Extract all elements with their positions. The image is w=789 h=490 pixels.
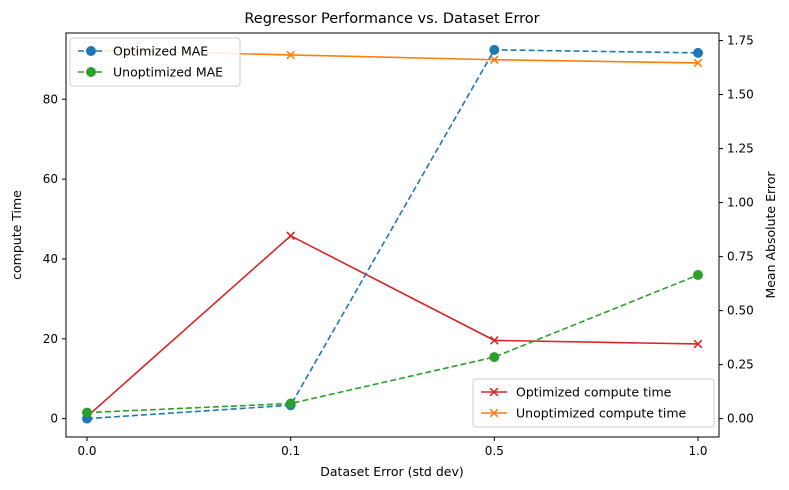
plot-lines [82,44,703,424]
legend-marker [489,387,499,397]
legend-box [472,378,715,428]
x-tick-label: 0.1 [281,444,300,458]
data-point [693,269,703,280]
legend-label: Optimized MAE [113,44,208,59]
legend-item-optimized-mae: Optimized MAE [78,44,208,59]
plot-frame [65,32,720,438]
data-point [693,339,703,349]
legend-upper-left: Optimized MAE Unoptimized MAE [69,37,241,87]
y-right-ticks: 0.00 0.25 0.50 0.75 1.00 1.25 1.50 1.75 [719,34,754,426]
data-point [82,407,92,418]
y-left-tick-label: 40 [43,252,58,266]
data-point [489,44,500,55]
data-point [489,336,499,345]
legend-item-unoptimized-mae: Unoptimized MAE [78,65,223,80]
series-line [86,274,699,414]
legend-box [69,37,241,87]
x-tick-label: 0.0 [77,444,96,458]
y-left-ticks: 0 20 40 60 80 [43,92,66,426]
x-ticks: 0.0 0.1 0.5 1.0 [77,437,708,458]
data-point [489,55,499,65]
legend-marker [86,67,96,77]
y-right-tick-label: 1.75 [727,34,754,48]
y-left-tick-label: 60 [43,172,58,186]
y-right-tick-label: 0.75 [727,250,754,264]
y-right-tick-label: 0.00 [727,412,754,426]
y-right-tick-label: 0.50 [727,304,754,318]
data-point [285,398,296,409]
legend-label: Unoptimized MAE [113,65,223,80]
series-unoptimized-mae [82,269,703,418]
series-line [86,234,699,418]
x-axis-label: Dataset Error (std dev) [320,464,463,479]
legend-label: Unoptimized compute time [516,406,687,421]
legend-item-unoptimized-compute-time: Unoptimized compute time [481,406,687,421]
chart-title: Regressor Performance vs. Dataset Error [244,11,539,27]
y-right-tick-label: 0.25 [727,358,754,372]
series-line [86,49,699,420]
y-left-tick-label: 0 [50,412,58,426]
legend-label: Optimized compute time [516,385,672,400]
legend-marker [86,46,96,56]
legend-item-optimized-compute-time: Optimized compute time [481,385,672,400]
data-point [286,231,296,241]
data-point [693,58,703,68]
y-left-tick-label: 20 [43,332,58,346]
y-right-axis-label: Mean Absolute Error [763,171,778,299]
legend-lower-right: Optimized compute time Unoptimized comput… [472,378,715,428]
y-right-tick-label: 1.50 [727,88,754,102]
y-right-tick-label: 1.00 [727,196,754,210]
y-right-tick-label: 1.25 [727,142,754,156]
data-point [693,47,703,58]
data-point [286,50,296,60]
y-left-tick-label: 80 [43,92,58,106]
legend-marker [489,408,499,418]
y-left-axis-label: compute Time [9,190,24,280]
x-tick-label: 1.0 [688,444,707,458]
x-tick-label: 0.5 [485,444,504,458]
series-optimized-mae [82,44,703,424]
data-point [489,352,500,363]
